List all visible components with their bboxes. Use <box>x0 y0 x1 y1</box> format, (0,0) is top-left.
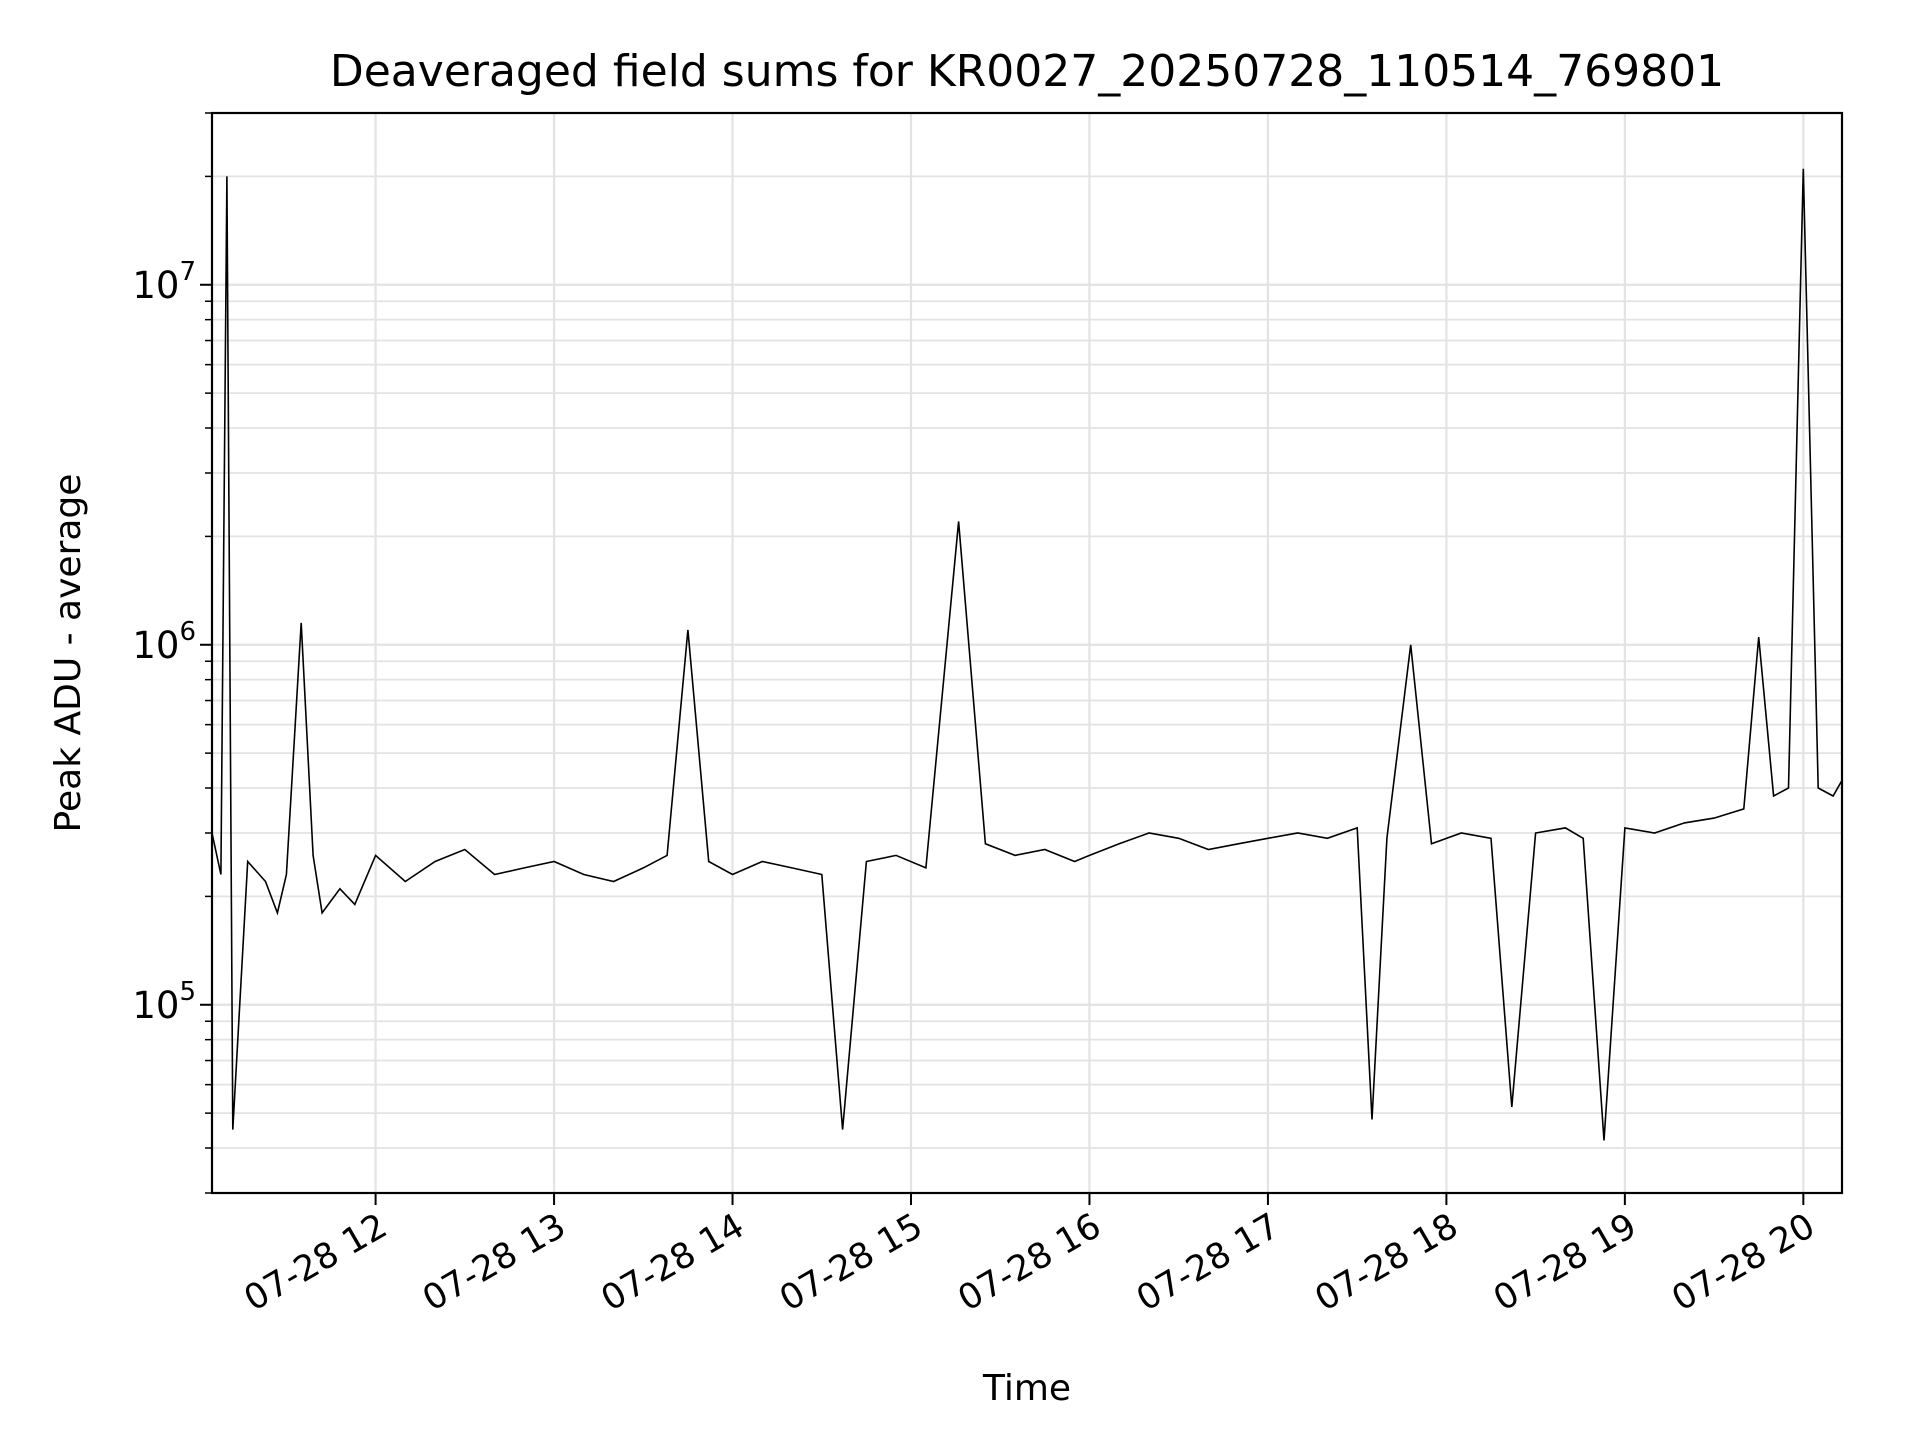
series-layer <box>211 168 1843 1141</box>
y-tick-label: 106 <box>132 617 196 667</box>
y-axis-label: Peak ADU - average <box>48 474 89 833</box>
x-axis-label: Time <box>982 1368 1071 1409</box>
series-line <box>211 168 1843 1141</box>
y-tick-label: 107 <box>132 257 196 307</box>
y-tick-label: 105 <box>132 977 196 1027</box>
plot-frame <box>210 111 1844 1195</box>
chart-title: Deaveraged field sums for KR0027_2025072… <box>330 46 1724 97</box>
grid <box>212 112 1842 1194</box>
